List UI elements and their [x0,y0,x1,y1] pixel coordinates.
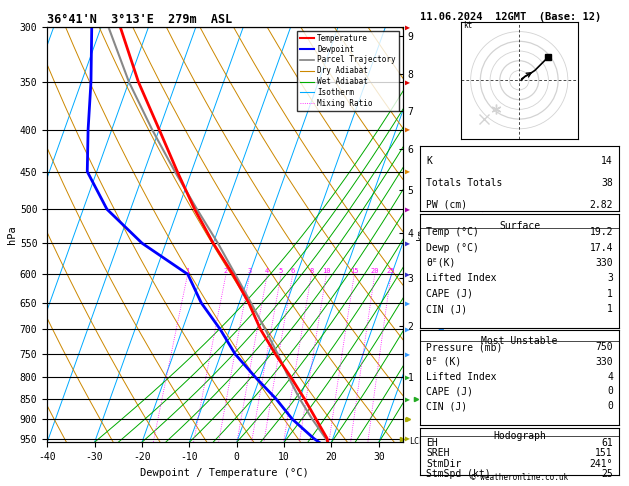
Text: 19.2: 19.2 [589,227,613,237]
Text: ▶: ▶ [405,325,410,334]
Text: 38: 38 [601,178,613,188]
Text: ▶: ▶ [405,125,410,134]
Text: 61: 61 [601,438,613,448]
Text: 5: 5 [279,268,283,275]
Text: ▶: ▶ [405,394,410,403]
Text: ▶: ▶ [405,205,410,214]
Text: ▶: ▶ [405,349,410,359]
Text: 1: 1 [607,289,613,299]
Text: Lifted Index: Lifted Index [426,273,497,283]
Text: 6: 6 [291,268,295,275]
Y-axis label: km
ASL: km ASL [416,226,435,243]
Text: 3: 3 [607,273,613,283]
Text: 4: 4 [607,372,613,382]
Text: 3: 3 [248,268,252,275]
Text: Most Unstable: Most Unstable [481,336,558,346]
Text: 2.82: 2.82 [589,200,613,210]
Text: CAPE (J): CAPE (J) [426,289,473,299]
Text: 36°41'N  3°13'E  279m  ASL: 36°41'N 3°13'E 279m ASL [47,13,233,26]
Text: ▶: ▶ [405,167,410,176]
Text: ▶: ▶ [405,77,410,87]
Text: CIN (J): CIN (J) [426,304,467,314]
X-axis label: Dewpoint / Temperature (°C): Dewpoint / Temperature (°C) [140,468,309,478]
Y-axis label: hPa: hPa [7,225,17,244]
Text: Lifted Index: Lifted Index [426,372,497,382]
Text: 8: 8 [309,268,313,275]
Text: 1: 1 [186,268,190,275]
Text: Pressure (mb): Pressure (mb) [426,342,503,352]
Text: 25: 25 [601,469,613,479]
Legend: Temperature, Dewpoint, Parcel Trajectory, Dry Adiabat, Wet Adiabat, Isotherm, Mi: Temperature, Dewpoint, Parcel Trajectory… [297,31,399,111]
Text: LCL: LCL [409,437,425,446]
Text: 20: 20 [370,268,379,275]
Text: 2: 2 [224,268,228,275]
Text: 11.06.2024  12GMT  (Base: 12): 11.06.2024 12GMT (Base: 12) [420,12,601,22]
Text: Surface: Surface [499,221,540,231]
Text: ▶: ▶ [405,22,410,31]
Text: ▶: ▶ [405,373,410,382]
Text: 14: 14 [601,156,613,166]
Text: Dewp (°C): Dewp (°C) [426,243,479,253]
Text: 17.4: 17.4 [589,243,613,253]
Text: PW (cm): PW (cm) [426,200,467,210]
Text: EH: EH [426,438,438,448]
Text: 0: 0 [607,401,613,411]
Text: ▶: ▶ [405,415,410,424]
Text: θᴱ (K): θᴱ (K) [426,357,462,367]
Text: Temp (°C): Temp (°C) [426,227,479,237]
Text: 15: 15 [350,268,359,275]
Text: 330: 330 [595,258,613,268]
Text: 241°: 241° [589,459,613,469]
Text: 750: 750 [595,342,613,352]
Text: 151: 151 [595,449,613,458]
Text: ▶: ▶ [405,270,410,279]
Text: kt: kt [463,21,472,30]
Text: 4: 4 [265,268,269,275]
Text: StmSpd (kt): StmSpd (kt) [426,469,491,479]
Text: CAPE (J): CAPE (J) [426,386,473,397]
Text: 1: 1 [607,304,613,314]
Text: 25: 25 [387,268,395,275]
Text: SREH: SREH [426,449,450,458]
Text: 330: 330 [595,357,613,367]
Text: 0: 0 [607,386,613,397]
Text: ▶: ▶ [405,239,410,248]
Text: K: K [426,156,432,166]
Text: Totals Totals: Totals Totals [426,178,503,188]
Text: Hodograph: Hodograph [493,432,546,441]
Text: StmDir: StmDir [426,459,462,469]
Text: CIN (J): CIN (J) [426,401,467,411]
Text: © weatheronline.co.uk: © weatheronline.co.uk [471,473,568,482]
Text: 10: 10 [322,268,331,275]
Text: ▶: ▶ [405,434,410,443]
Text: θᴱ(K): θᴱ(K) [426,258,455,268]
Text: ▶: ▶ [405,298,410,308]
